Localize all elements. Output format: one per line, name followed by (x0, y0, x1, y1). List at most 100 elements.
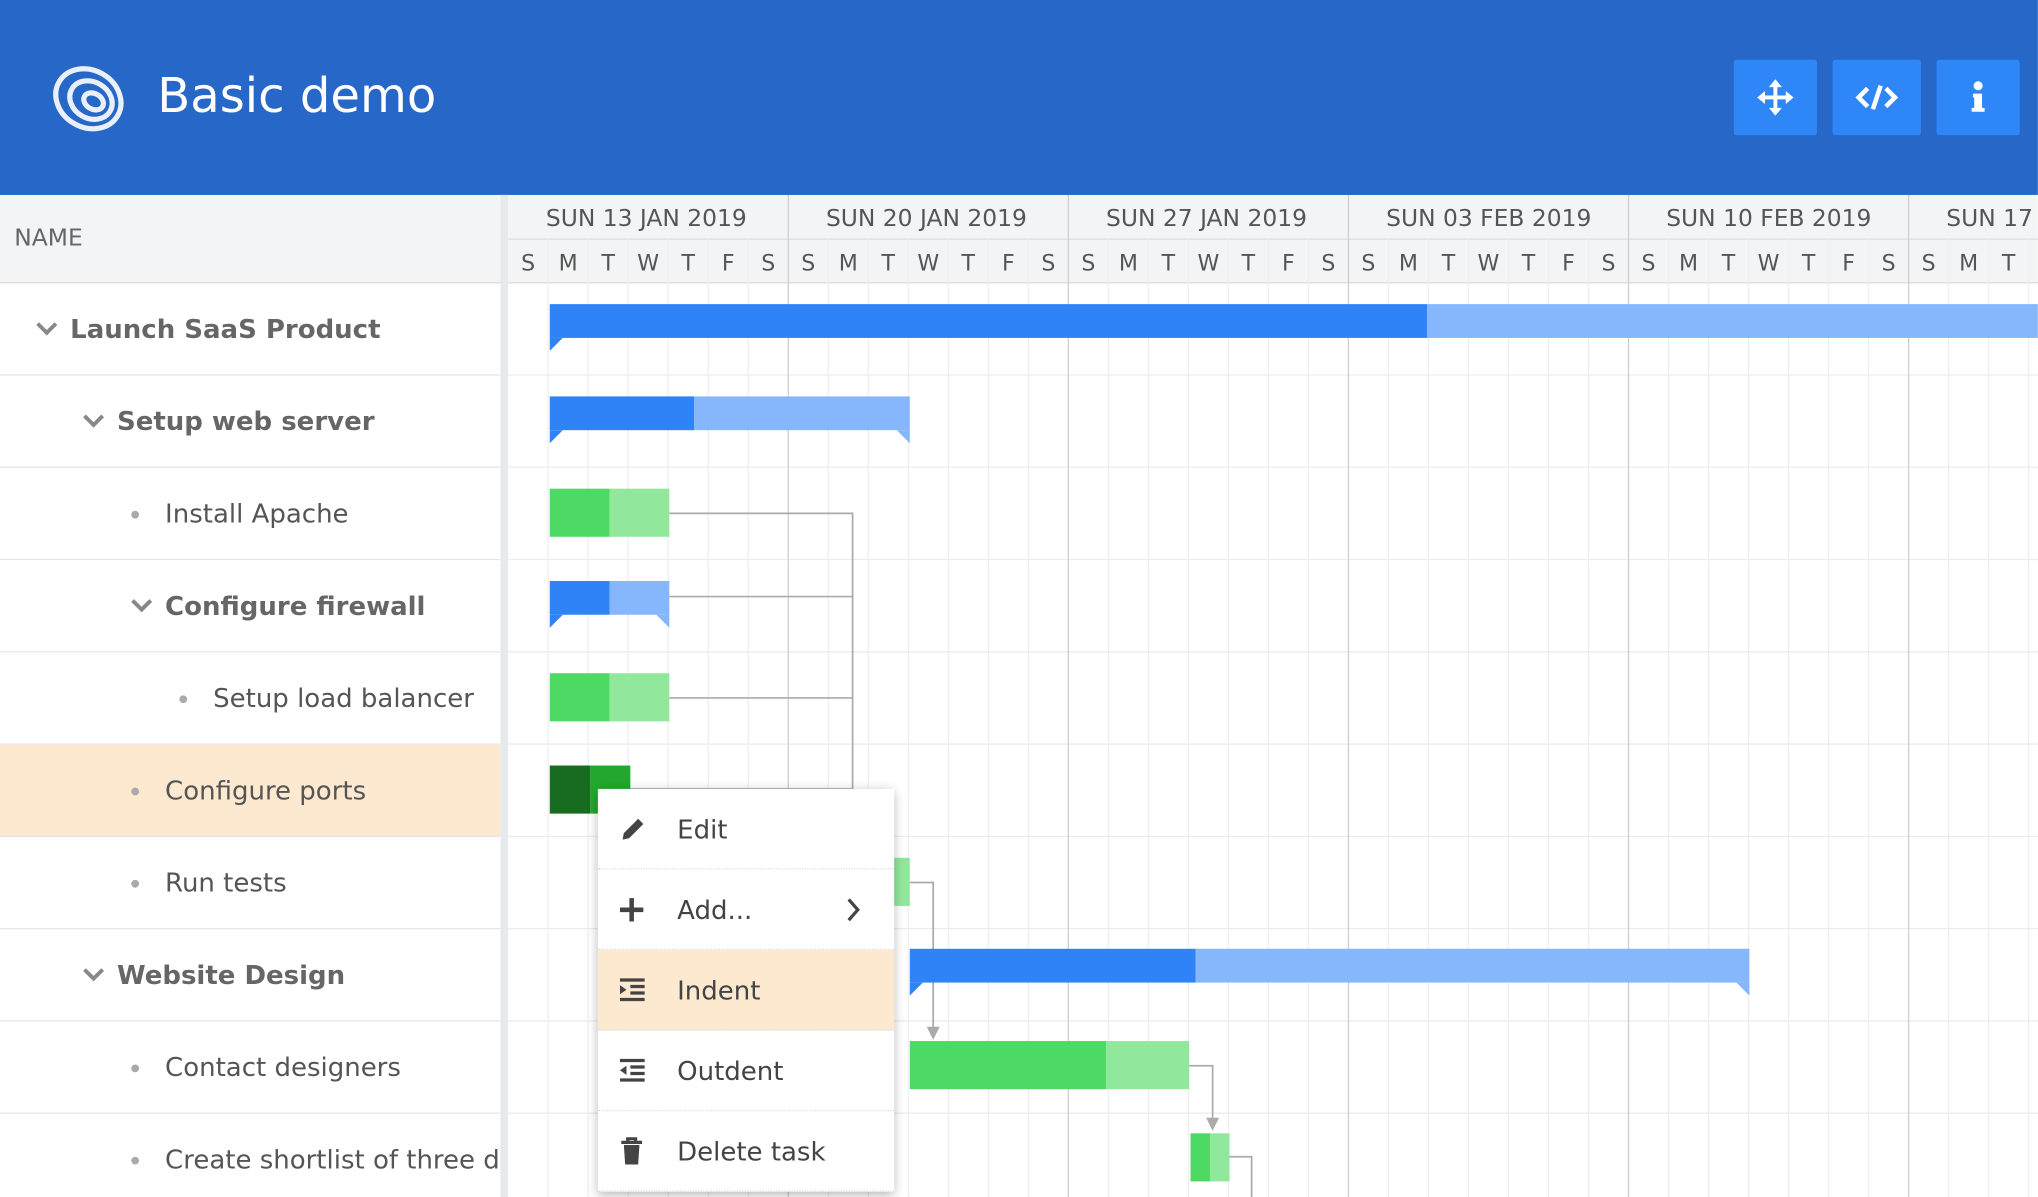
task-progress (549, 488, 610, 537)
task-bar (609, 673, 670, 722)
bullet (174, 652, 205, 743)
task-row[interactable]: Run tests (0, 837, 501, 930)
dependency (1189, 1064, 1214, 1126)
code-button[interactable] (1832, 59, 1921, 136)
task-row[interactable]: Contact designers (0, 1022, 501, 1114)
task-bar (1195, 948, 1750, 983)
task-row[interactable]: Website Design (0, 929, 501, 1022)
day-label: M (1959, 250, 1978, 276)
task-name: Launch SaaS Product (70, 313, 381, 345)
day-label: S (1041, 250, 1055, 276)
context-menu: Edit Add... Indent Outdent Delete task (597, 788, 895, 1192)
move-icon (1757, 79, 1794, 116)
menu-item[interactable]: Indent (597, 950, 895, 1031)
summary-cap (1736, 982, 1750, 996)
task-name: Website Design (116, 959, 346, 991)
task-name: Setup load balancer (213, 682, 474, 714)
menu-icon (619, 978, 645, 1002)
day-label: S (521, 250, 535, 276)
task-name: Configure ports (165, 774, 367, 806)
page-title: Basic demo (157, 67, 437, 124)
bullet (126, 745, 157, 836)
task-bar (1427, 304, 2038, 338)
code-icon (1855, 85, 1899, 110)
menu-item[interactable]: Edit (597, 789, 895, 870)
day-label: S (1081, 250, 1095, 276)
expander[interactable] (31, 283, 62, 374)
day-label: M (1679, 250, 1698, 276)
move-button[interactable] (1733, 59, 1817, 136)
logo (53, 66, 124, 132)
day-label: F (1002, 250, 1015, 276)
day-label: F (1842, 250, 1855, 276)
day-label: M (559, 250, 578, 276)
day-label: T (1161, 250, 1176, 276)
day-label: S (1882, 250, 1896, 276)
day-label: T (2001, 250, 2016, 276)
menu-label: Edit (677, 813, 728, 845)
week-label: SUN 03 FEB 2019 (1386, 204, 1591, 232)
day-label: T (680, 250, 695, 276)
day-label: S (1922, 250, 1936, 276)
info-button[interactable] (1936, 59, 2020, 136)
week-label: SUN 27 JAN 2019 (1106, 204, 1307, 232)
task-bar (609, 488, 670, 537)
expander[interactable] (78, 376, 109, 467)
week-label: SUN 13 JAN 2019 (546, 204, 747, 232)
menu-item[interactable]: Add... (597, 869, 895, 951)
summary-cap (549, 614, 563, 628)
task-bar (694, 396, 910, 431)
grid: NAME Launch SaaS Product Setup web server… (0, 194, 501, 1197)
summary-cap (549, 337, 563, 351)
task-name: Install Apache (165, 497, 349, 529)
dependency (1229, 1155, 1253, 1197)
week-label: SUN 17 FEB 2019 (1946, 204, 2038, 232)
menu-icon (621, 1137, 643, 1165)
expander[interactable] (78, 929, 109, 1020)
day-label: T (600, 250, 615, 276)
day-label: S (1321, 250, 1335, 276)
task-name: Create shortlist of three designers (165, 1143, 500, 1175)
expander[interactable] (126, 560, 157, 651)
task-row[interactable]: Launch SaaS Product (0, 283, 501, 376)
task-progress (1190, 1133, 1211, 1182)
day-label: T (1241, 250, 1256, 276)
menu-item[interactable]: Outdent (597, 1031, 895, 1112)
day-label: T (881, 250, 896, 276)
task-row[interactable]: Setup load balancer (0, 652, 501, 745)
task-row[interactable]: Configure ports (0, 744, 501, 838)
menu-item[interactable]: Delete task (597, 1111, 895, 1192)
day-label: M (1399, 250, 1418, 276)
menu-icon (622, 818, 644, 840)
dependency-arrow (926, 1026, 940, 1040)
day-label: T (1521, 250, 1536, 276)
bullet (126, 1022, 157, 1113)
week-label: SUN 20 JAN 2019 (826, 204, 1027, 232)
summary-cap (896, 430, 910, 444)
task-row[interactable]: Create shortlist of three designers (0, 1114, 500, 1197)
task-progress (549, 580, 610, 615)
day-label: S (1361, 250, 1375, 276)
dependency (669, 512, 854, 789)
day-label: W (1478, 250, 1500, 276)
splitter[interactable] (500, 194, 509, 1197)
menu-icon (619, 898, 644, 922)
task-row[interactable]: Configure firewall (0, 560, 501, 653)
column-header[interactable]: NAME (0, 194, 501, 284)
day-label: W (637, 250, 659, 276)
day-label: W (917, 250, 939, 276)
task-row[interactable]: Setup web server (0, 376, 501, 468)
bullet (126, 1114, 157, 1197)
summary-cap (909, 982, 923, 996)
task-bar (1210, 1133, 1230, 1182)
day-label: F (722, 250, 735, 276)
task-row[interactable]: Install Apache (0, 468, 501, 561)
summary-cap (549, 430, 563, 444)
task-progress (549, 396, 695, 431)
day-label: F (1282, 250, 1295, 276)
day-label: T (961, 250, 976, 276)
day-label: S (1642, 250, 1656, 276)
task-progress (549, 673, 610, 722)
task-name: Contact designers (165, 1051, 401, 1083)
